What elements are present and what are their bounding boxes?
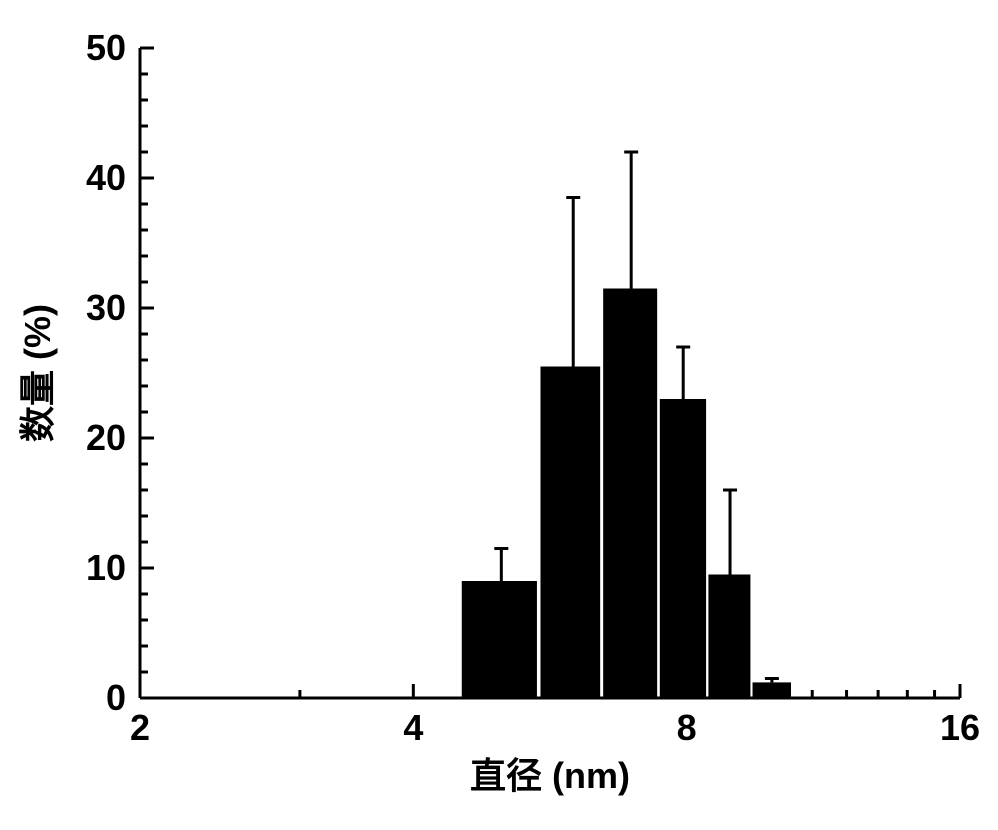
x-tick-label: 2 — [130, 707, 150, 748]
chart-svg: 2 4 8 16 0 10 20 30 40 50 直径 (nm) 数量 (%) — [0, 0, 998, 825]
bar — [660, 399, 706, 698]
bar — [753, 682, 791, 698]
y-tick-label: 40 — [86, 157, 126, 198]
x-axis-label: 直径 (nm) — [470, 755, 630, 796]
bar — [462, 581, 537, 698]
bar — [708, 575, 750, 699]
x-tick-label: 4 — [403, 707, 423, 748]
y-tick-label: 50 — [86, 27, 126, 68]
y-tick-label: 10 — [86, 547, 126, 588]
y-axis-label: 数量 (%) — [17, 304, 58, 442]
histogram-chart: 2 4 8 16 0 10 20 30 40 50 直径 (nm) 数量 (%) — [0, 0, 998, 825]
x-tick-label: 16 — [940, 707, 980, 748]
bar — [603, 289, 657, 699]
y-tick-label: 30 — [86, 287, 126, 328]
x-tick-label: 8 — [677, 707, 697, 748]
y-tick-label: 0 — [106, 677, 126, 718]
y-tick-label: 20 — [86, 417, 126, 458]
bar — [540, 367, 600, 699]
